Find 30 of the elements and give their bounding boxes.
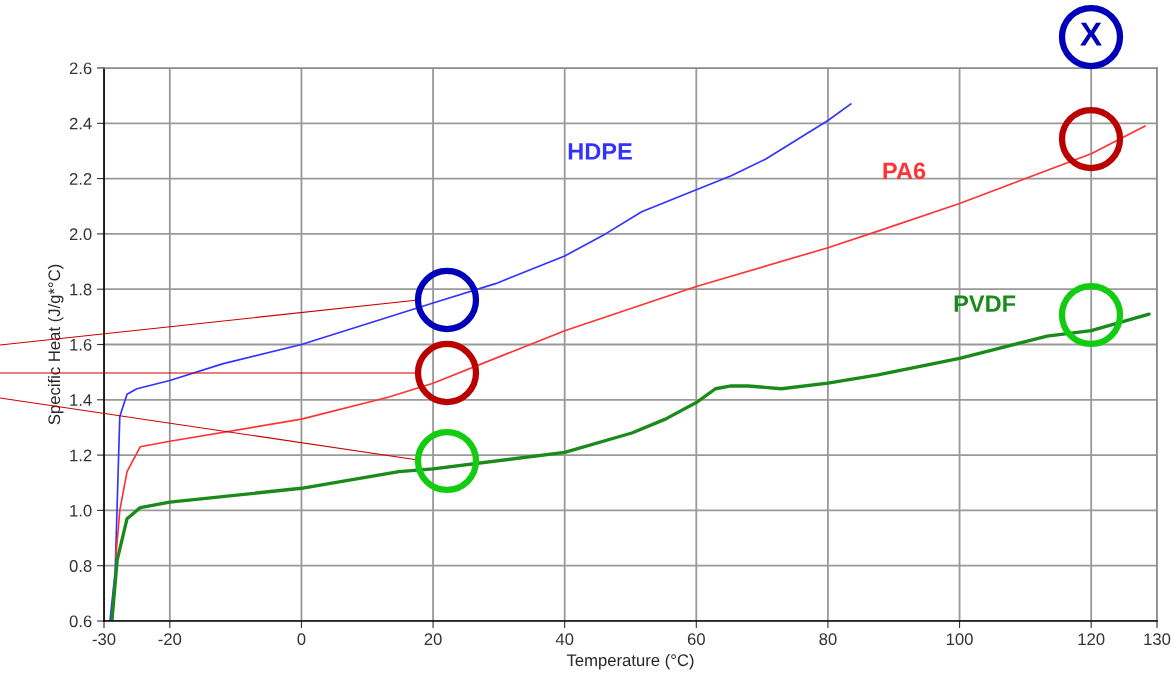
series-label: PVDF (954, 295, 1016, 312)
x-tick-label: 130 (1144, 633, 1171, 646)
y-axis-title: Specific Heat (J/g*°C) (47, 264, 64, 425)
y-tick-label: 1.6 (70, 338, 92, 351)
line-series (109, 103, 852, 621)
y-tick-label: 1.2 (70, 449, 92, 462)
text: HDPE (568, 143, 632, 160)
x-tick-label: 80 (819, 633, 837, 646)
y-tick-label: 2.4 (69, 117, 92, 130)
x-axis-title: Temperature (°C) (566, 653, 694, 670)
line-series (115, 125, 1146, 559)
x-tick-label: 100 (946, 633, 973, 646)
x-tick-label: 0 (297, 633, 306, 646)
y-tick-label: 2.0 (69, 228, 92, 241)
x-tick-label: 120 (1078, 633, 1105, 646)
y-tick-label: 1.8 (70, 283, 92, 296)
x-tick-label: -30 (92, 633, 116, 646)
series-label: PA6 (883, 162, 926, 180)
x-tick-label: 20 (424, 633, 442, 646)
x-tick-label: -20 (158, 633, 182, 646)
y-tick-label: 2.6 (69, 62, 92, 75)
x-tick-label: 40 (555, 633, 574, 646)
text: X (1080, 22, 1102, 46)
y-tick-label: 1.0 (70, 504, 92, 517)
y-tick-label: 0.6 (69, 615, 92, 628)
y-tick-label: 2.2 (69, 173, 92, 185)
y-tick-label: 0.8 (69, 560, 92, 572)
line-series (110, 312, 1151, 621)
y-tick-label: 1.4 (70, 394, 92, 406)
x-tick-label: 60 (687, 633, 705, 646)
